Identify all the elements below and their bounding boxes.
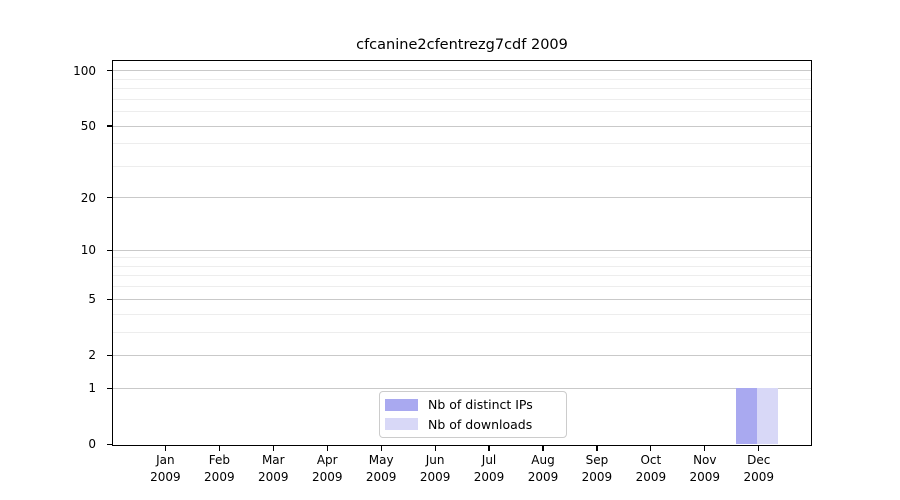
y-axis-tick-label: 50 xyxy=(80,119,96,133)
x-axis-tick xyxy=(272,445,274,451)
y-axis-tick-label: 100 xyxy=(73,63,96,78)
y-axis-tick-label: 1 xyxy=(88,381,96,396)
x-tick-year: 2009 xyxy=(257,469,289,484)
x-axis-tick-label: Dec 2009 xyxy=(724,452,794,485)
major-gridline xyxy=(113,197,811,199)
major-gridline xyxy=(113,387,811,389)
minor-gridline xyxy=(113,111,811,112)
legend: Nb of distinct IPs Nb of downloads xyxy=(379,391,567,438)
y-axis-tick-label: 0 xyxy=(88,437,96,452)
x-axis-tick-label: Jan 2009 xyxy=(130,452,200,485)
x-axis-tick xyxy=(164,445,166,451)
minor-gridline xyxy=(113,143,811,145)
x-axis-tick-label: Jul 2009 xyxy=(454,452,524,485)
legend-label-distinct-ips: Nb of distinct IPs xyxy=(428,397,533,413)
x-tick-year: 2009 xyxy=(419,469,451,484)
x-tick-month: Mar xyxy=(261,453,285,468)
x-tick-month: Nov xyxy=(693,453,717,468)
x-tick-year: 2009 xyxy=(365,469,397,484)
x-axis-tick-label: Aug 2009 xyxy=(508,452,578,485)
x-axis-tick-label: May 2009 xyxy=(346,452,416,485)
y-axis-tick xyxy=(107,387,113,389)
x-axis-tick xyxy=(488,445,490,451)
y-axis-tick-label: 20 xyxy=(80,190,96,205)
bar-downloads xyxy=(756,388,778,445)
y-axis-tick xyxy=(107,125,113,127)
x-axis-tick xyxy=(596,445,598,451)
x-axis-tick-label: Feb 2009 xyxy=(184,452,254,485)
major-gridline xyxy=(113,354,811,356)
minor-gridline xyxy=(113,313,811,315)
y-axis-tick xyxy=(107,443,113,445)
minor-gridline xyxy=(113,98,811,100)
major-gridline xyxy=(113,298,811,300)
x-axis-tick xyxy=(326,445,328,451)
minor-gridline xyxy=(113,78,811,80)
chart-title: cfcanine2cfentrezg7cdf 2009 xyxy=(356,37,568,53)
minor-gridline xyxy=(113,331,811,333)
x-tick-month: Dec xyxy=(747,453,771,468)
minor-gridline xyxy=(113,257,811,259)
minor-gridline xyxy=(113,265,811,267)
minor-gridline xyxy=(113,88,811,90)
x-axis-tick-label: Jun 2009 xyxy=(400,452,470,485)
major-gridline xyxy=(113,249,811,251)
x-axis-tick xyxy=(758,445,760,451)
legend-swatch-downloads xyxy=(385,418,418,431)
x-axis-tick xyxy=(218,445,220,451)
x-axis-tick-label: Nov 2009 xyxy=(670,452,740,485)
y-axis-tick-label: 10 xyxy=(80,243,96,258)
y-axis-tick xyxy=(107,197,113,199)
x-tick-month: Apr xyxy=(316,453,338,468)
x-tick-month: Jun xyxy=(425,453,445,468)
x-tick-year: 2009 xyxy=(150,469,181,484)
bar-distinct-ips xyxy=(735,388,757,445)
x-tick-year: 2009 xyxy=(743,469,774,484)
minor-gridline xyxy=(113,165,811,167)
x-tick-year: 2009 xyxy=(527,469,559,484)
x-tick-month: Jul xyxy=(481,453,497,468)
x-tick-month: Sep xyxy=(585,453,609,468)
legend-item-distinct-ips: Nb of distinct IPs xyxy=(385,395,558,415)
y-axis-tick xyxy=(107,249,113,251)
x-tick-year: 2009 xyxy=(204,469,235,484)
x-axis-tick xyxy=(704,445,706,451)
minor-gridline xyxy=(113,275,811,277)
legend-item-downloads: Nb of downloads xyxy=(385,415,558,435)
x-axis-tick-label: Sep 2009 xyxy=(562,452,632,485)
minor-gridline xyxy=(113,286,811,288)
x-tick-month: Jan xyxy=(156,453,175,468)
x-axis-tick xyxy=(542,445,544,451)
major-gridline xyxy=(113,125,811,127)
x-tick-month: Feb xyxy=(208,453,230,468)
y-axis-tick xyxy=(107,298,113,300)
x-axis-tick xyxy=(434,445,436,451)
y-axis-tick-label: 5 xyxy=(88,292,96,307)
x-axis-tick-label: Oct 2009 xyxy=(616,452,686,485)
legend-swatch-distinct-ips xyxy=(385,398,418,411)
x-axis-tick xyxy=(380,445,382,451)
x-axis-tick-label: Mar 2009 xyxy=(238,452,308,485)
y-axis-tick-label: 2 xyxy=(88,348,96,363)
x-tick-year: 2009 xyxy=(689,469,721,484)
x-tick-year: 2009 xyxy=(581,469,613,484)
x-axis-tick-label: Apr 2009 xyxy=(292,452,362,485)
x-axis-tick xyxy=(650,445,652,451)
x-tick-year: 2009 xyxy=(473,469,505,484)
x-tick-month: May xyxy=(368,453,394,468)
legend-label-downloads: Nb of downloads xyxy=(428,416,533,432)
x-tick-year: 2009 xyxy=(311,469,343,484)
y-axis-tick xyxy=(107,70,113,72)
y-axis-tick xyxy=(107,354,113,356)
x-tick-month: Oct xyxy=(640,453,662,468)
major-gridline xyxy=(113,70,811,72)
x-tick-month: Aug xyxy=(531,453,555,468)
x-tick-year: 2009 xyxy=(635,469,667,484)
